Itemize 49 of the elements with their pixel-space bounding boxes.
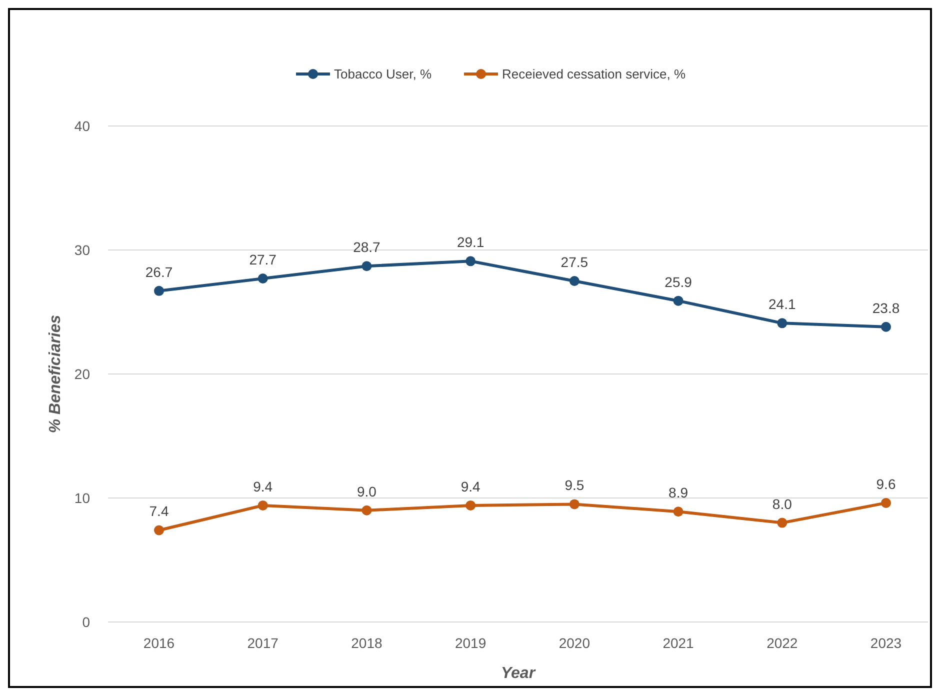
data-label: 8.9 [668,484,688,501]
y-axis-title: % Beneficiaries [47,314,64,434]
y-tick-label: 0 [82,614,90,630]
data-label: 9.5 [564,477,584,494]
x-tick-label: 2020 [558,635,590,651]
x-tick-label: 2018 [351,635,382,651]
point [154,286,164,296]
point [777,518,788,528]
legend-label: Tobacco User, % [334,66,432,82]
y-tick-label: 40 [74,118,90,134]
x-tick-label: 2023 [870,635,902,651]
x-tick-label: 2017 [247,635,279,651]
data-label: 28.7 [353,239,381,256]
point [881,498,891,508]
point [362,261,372,272]
data-label: 25.9 [664,274,692,290]
data-label: 9.4 [253,478,273,494]
point [569,499,580,510]
point [881,322,891,332]
x-tick-label: 2022 [766,635,798,651]
point [673,506,684,517]
data-label: 9.6 [876,476,896,492]
point [569,276,580,286]
legend-label: Receieved cessation service, % [502,66,686,82]
data-label: 27.5 [560,254,588,270]
y-tick-label: 20 [74,366,90,382]
y-tick-label: 10 [74,490,90,506]
point [673,296,684,306]
data-label: 29.1 [456,234,484,250]
data-label: 23.8 [872,300,900,316]
data-label: 8.0 [772,496,792,512]
point [258,500,268,510]
point [258,274,268,284]
point [466,256,476,266]
x-axis-title: Year [500,665,536,682]
data-label: 7.4 [149,503,169,520]
x-tick-label: 2016 [143,635,175,651]
x-tick-label: 2019 [454,635,486,651]
point [154,525,164,536]
y-tick-label: 30 [74,242,90,258]
data-label: 27.7 [249,252,277,268]
data-label: 9.4 [460,478,481,494]
data-label: 24.1 [768,296,796,312]
point [777,318,788,328]
point [362,505,372,516]
data-label: 9.0 [356,483,377,500]
data-label: 26.7 [145,264,173,280]
point [466,500,476,510]
x-tick-label: 2021 [662,635,694,651]
